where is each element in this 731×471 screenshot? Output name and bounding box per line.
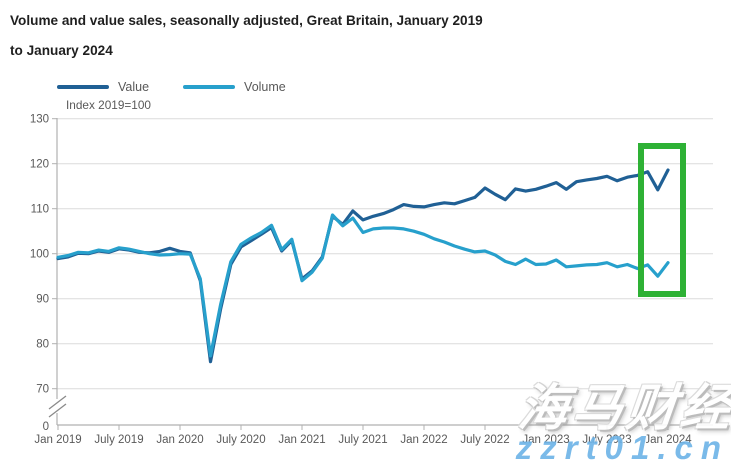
svg-text:0: 0 — [43, 421, 49, 433]
legend-label-volume: Volume — [244, 80, 286, 94]
volume-line-swatch — [183, 85, 236, 89]
chart-title: Volume and value sales, seasonally adjus… — [10, 6, 710, 66]
svg-text:130: 130 — [30, 114, 49, 126]
svg-text:80: 80 — [36, 339, 49, 351]
legend-label-value: Value — [118, 80, 150, 94]
svg-text:July 2019: July 2019 — [94, 434, 143, 446]
svg-text:Jan 2021: Jan 2021 — [278, 434, 325, 446]
legend-item-value: Value — [57, 80, 149, 94]
svg-text:July 2021: July 2021 — [338, 434, 387, 446]
legend-item-volume: Volume — [183, 80, 286, 94]
svg-text:July 2022: July 2022 — [460, 434, 509, 446]
value-line-swatch — [57, 85, 109, 89]
svg-text:Jan 2020: Jan 2020 — [156, 434, 203, 446]
chart-title-line2: to January 2024 — [10, 43, 113, 58]
svg-text:July 2023: July 2023 — [582, 434, 631, 446]
svg-text:110: 110 — [31, 204, 49, 216]
svg-text:100: 100 — [30, 249, 49, 261]
chart-legend: Value Volume — [57, 80, 310, 94]
y-axis-unit-label: Index 2019=100 — [66, 98, 151, 112]
annotation-highlight-box — [638, 143, 686, 297]
watermark-url-text: zzrt01.cn — [515, 429, 729, 466]
chart-title-line1: Volume and value sales, seasonally adjus… — [10, 13, 483, 28]
svg-text:90: 90 — [36, 294, 49, 306]
svg-text:Jan 2022: Jan 2022 — [400, 434, 447, 446]
svg-text:70: 70 — [36, 384, 49, 396]
svg-text:120: 120 — [30, 159, 49, 171]
svg-text:Jan 2024: Jan 2024 — [644, 434, 692, 446]
svg-text:Jan 2023: Jan 2023 — [522, 434, 569, 446]
svg-text:Jan 2019: Jan 2019 — [34, 434, 81, 446]
svg-text:July 2020: July 2020 — [216, 434, 265, 446]
